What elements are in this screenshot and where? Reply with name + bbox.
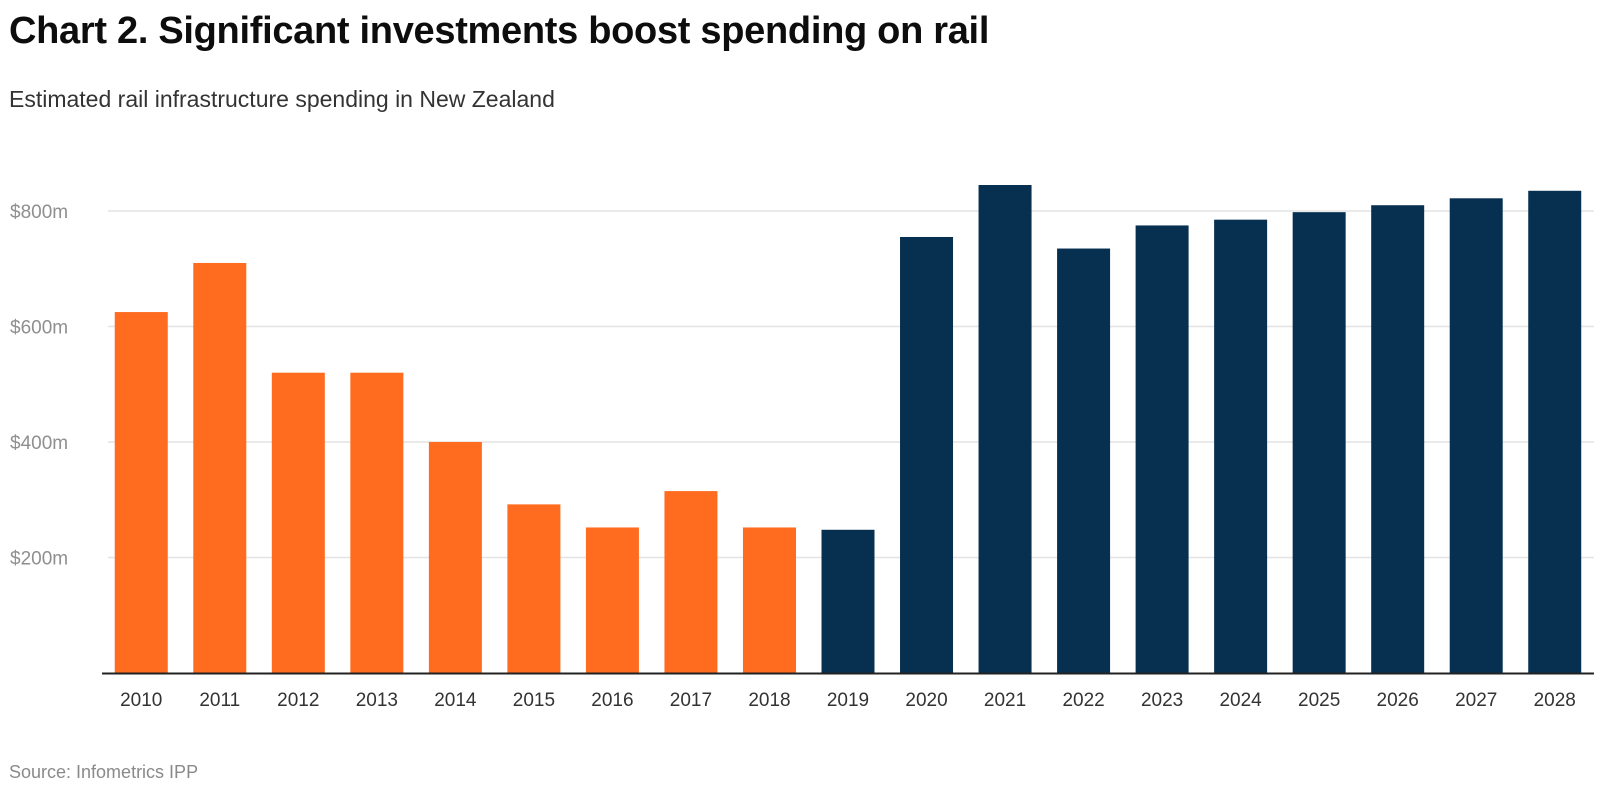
chart-title: Chart 2. Significant investments boost s… xyxy=(9,10,990,52)
x-tick-label: 2024 xyxy=(1219,690,1262,711)
bar-2021[interactable] xyxy=(978,185,1032,673)
x-axis-labels: 2010 2011 2012 2013 2014 2015 2016 2017 2018 2019… xyxy=(120,690,1576,711)
x-tick-label: 2020 xyxy=(905,690,947,711)
x-tick-label: 2027 xyxy=(1455,690,1497,711)
bar-2016[interactable] xyxy=(585,527,639,673)
bar-2023[interactable] xyxy=(1135,225,1189,673)
bar-2012[interactable] xyxy=(271,372,325,673)
bar-2024[interactable] xyxy=(1214,219,1268,673)
y-tick-label: $600m xyxy=(10,318,68,339)
bar-2027[interactable] xyxy=(1449,198,1503,674)
bar-2018[interactable] xyxy=(742,527,796,673)
y-tick-label: $200m xyxy=(10,549,68,570)
bar-2022[interactable] xyxy=(1057,248,1111,673)
x-tick-label: 2012 xyxy=(277,690,319,711)
x-tick-label: 2014 xyxy=(434,690,477,711)
chart-subtitle: Estimated rail infrastructure spending i… xyxy=(9,86,555,112)
x-tick-label: 2011 xyxy=(199,690,240,711)
bar-2010[interactable] xyxy=(114,312,168,673)
x-tick-label: 2016 xyxy=(591,690,633,711)
bars xyxy=(114,185,1582,674)
x-tick-label: 2022 xyxy=(1062,690,1104,711)
bar-2025[interactable] xyxy=(1292,212,1346,673)
x-tick-label: 2018 xyxy=(748,690,790,711)
y-axis-labels: $200m $400m $600m $800m xyxy=(10,202,68,570)
x-tick-label: 2026 xyxy=(1377,690,1419,711)
x-tick-label: 2028 xyxy=(1534,690,1576,711)
x-tick-label: 2010 xyxy=(120,690,162,711)
bar-2020[interactable] xyxy=(900,236,954,674)
x-tick-label: 2021 xyxy=(984,690,1026,711)
bar-2026[interactable] xyxy=(1371,205,1425,673)
bar-2011[interactable] xyxy=(193,262,247,673)
bar-2019[interactable] xyxy=(821,529,875,673)
bar-2014[interactable] xyxy=(428,442,482,673)
bar-2013[interactable] xyxy=(350,372,404,673)
x-tick-label: 2019 xyxy=(827,690,869,711)
x-tick-label: 2015 xyxy=(513,690,555,711)
y-tick-label: $800m xyxy=(10,202,68,223)
bar-2015[interactable] xyxy=(507,504,561,673)
gridlines xyxy=(108,210,1594,559)
chart-source: Source: Infometrics IPP xyxy=(9,762,199,782)
x-tick-label: 2017 xyxy=(670,690,712,711)
x-tick-label: 2013 xyxy=(356,690,398,711)
x-tick-label: 2025 xyxy=(1298,690,1340,711)
bar-2028[interactable] xyxy=(1528,190,1582,673)
y-tick-label: $400m xyxy=(10,433,68,454)
x-tick-label: 2023 xyxy=(1141,690,1183,711)
bar-2017[interactable] xyxy=(664,491,718,673)
